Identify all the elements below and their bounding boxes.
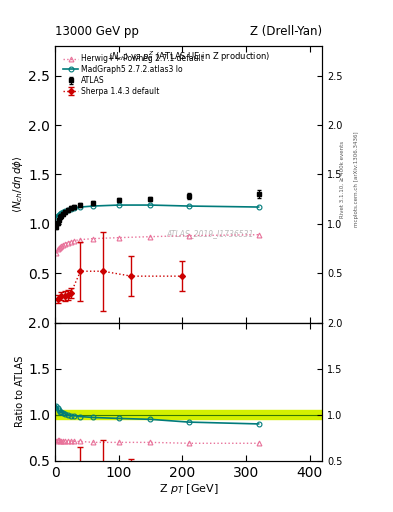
MadGraph5 2.7.2.atlas3 lo bbox=[58, 211, 62, 217]
Text: ATLAS_2019_I1736531: ATLAS_2019_I1736531 bbox=[166, 229, 254, 239]
Text: Rivet 3.1.10, ≥ 400k events: Rivet 3.1.10, ≥ 400k events bbox=[340, 141, 345, 218]
Y-axis label: Ratio to ATLAS: Ratio to ATLAS bbox=[15, 356, 26, 428]
Herwig++ Powheg 2.7.1 default bbox=[68, 239, 73, 245]
Herwig++ Powheg 2.7.1 default bbox=[186, 232, 191, 239]
MadGraph5 2.7.2.atlas3 lo bbox=[62, 208, 67, 214]
MadGraph5 2.7.2.atlas3 lo bbox=[60, 209, 65, 215]
Bar bbox=[55, 410, 322, 419]
MadGraph5 2.7.2.atlas3 lo bbox=[59, 210, 64, 216]
MadGraph5 2.7.2.atlas3 lo bbox=[68, 206, 73, 212]
MadGraph5 2.7.2.atlas3 lo bbox=[116, 202, 121, 208]
Herwig++ Powheg 2.7.1 default bbox=[54, 250, 59, 257]
Herwig++ Powheg 2.7.1 default bbox=[60, 242, 65, 248]
Line: Herwig++ Powheg 2.7.1 default: Herwig++ Powheg 2.7.1 default bbox=[54, 232, 261, 256]
Herwig++ Powheg 2.7.1 default bbox=[256, 231, 261, 238]
Y-axis label: $\langle N_{ch}/d\eta\,d\phi\rangle$: $\langle N_{ch}/d\eta\,d\phi\rangle$ bbox=[11, 156, 26, 213]
Herwig++ Powheg 2.7.1 default bbox=[58, 244, 62, 250]
Text: $\langle N_{ch}\rangle$ vs $p_T^Z$ (ATLAS UE in Z production): $\langle N_{ch}\rangle$ vs $p_T^Z$ (ATLA… bbox=[108, 49, 270, 64]
Herwig++ Powheg 2.7.1 default bbox=[57, 244, 61, 250]
Herwig++ Powheg 2.7.1 default bbox=[91, 236, 95, 242]
Text: 13000 GeV pp: 13000 GeV pp bbox=[55, 26, 139, 38]
MadGraph5 2.7.2.atlas3 lo bbox=[78, 204, 83, 210]
Line: MadGraph5 2.7.2.atlas3 lo: MadGraph5 2.7.2.atlas3 lo bbox=[54, 203, 261, 219]
MadGraph5 2.7.2.atlas3 lo bbox=[57, 212, 61, 218]
MadGraph5 2.7.2.atlas3 lo bbox=[91, 203, 95, 209]
Herwig++ Powheg 2.7.1 default bbox=[78, 237, 83, 243]
Herwig++ Powheg 2.7.1 default bbox=[72, 238, 77, 244]
MadGraph5 2.7.2.atlas3 lo bbox=[65, 207, 70, 213]
Legend: Herwig++ Powheg 2.7.1 default, MadGraph5 2.7.2.atlas3 lo, ATLAS, Sherpa 1.4.3 de: Herwig++ Powheg 2.7.1 default, MadGraph5… bbox=[62, 53, 206, 97]
Herwig++ Powheg 2.7.1 default bbox=[148, 233, 153, 240]
MadGraph5 2.7.2.atlas3 lo bbox=[55, 213, 60, 219]
X-axis label: Z $p_T$ [GeV]: Z $p_T$ [GeV] bbox=[159, 482, 219, 497]
Text: mcplots.cern.ch [arXiv:1306.3436]: mcplots.cern.ch [arXiv:1306.3436] bbox=[354, 132, 359, 227]
MadGraph5 2.7.2.atlas3 lo bbox=[54, 214, 59, 220]
Herwig++ Powheg 2.7.1 default bbox=[62, 241, 67, 247]
Herwig++ Powheg 2.7.1 default bbox=[116, 234, 121, 241]
MadGraph5 2.7.2.atlas3 lo bbox=[148, 202, 153, 208]
Text: Z (Drell-Yan): Z (Drell-Yan) bbox=[250, 26, 322, 38]
Herwig++ Powheg 2.7.1 default bbox=[59, 243, 64, 249]
Herwig++ Powheg 2.7.1 default bbox=[65, 240, 70, 246]
Herwig++ Powheg 2.7.1 default bbox=[55, 246, 60, 252]
MadGraph5 2.7.2.atlas3 lo bbox=[256, 204, 261, 210]
MadGraph5 2.7.2.atlas3 lo bbox=[72, 205, 77, 211]
MadGraph5 2.7.2.atlas3 lo bbox=[186, 203, 191, 209]
